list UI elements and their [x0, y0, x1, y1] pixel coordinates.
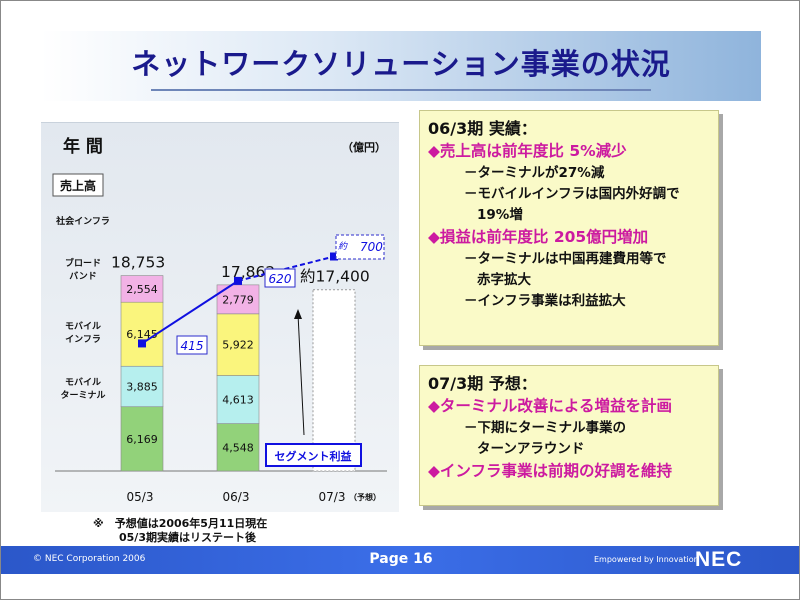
sales-label: 売上高: [60, 178, 96, 193]
forecast-heading: 07/3期 予想：: [428, 374, 537, 393]
bar-segment: [216, 313, 260, 376]
results-point-profit: ◆損益は前年度比 205億円増加: [428, 228, 649, 246]
sales-label-box: [52, 173, 104, 197]
segment-value-label: 4,548: [222, 441, 254, 454]
copyright: © NEC Corporation 2006: [33, 554, 146, 564]
results-sub-item: 19%増: [477, 207, 523, 223]
footer-bar: © NEC Corporation 2006 Page 16 Empowered…: [1, 546, 799, 574]
profit-marker: [234, 276, 242, 285]
page-title: ネットワークソリューション事業の状況: [131, 47, 671, 81]
segment-value-label: 6,169: [126, 433, 158, 446]
category-label: バンド: [69, 271, 96, 282]
page-number: Page 16: [369, 551, 433, 567]
profit-line: [141, 280, 239, 345]
results-box: 06/3期 実績： ◆売上高は前年度比 5%減少 －ターミナルが27%減 －モバ…: [419, 110, 719, 346]
forecast-sub-item: ターンアラウンド: [477, 441, 585, 457]
category-label: モバイル: [65, 377, 101, 388]
results-sub-item: －ターミナルが27%減: [464, 165, 605, 181]
nec-logo: NEC: [695, 548, 743, 571]
profit-marker: [138, 339, 146, 348]
profit-label-box: [176, 335, 208, 355]
callout-arrowhead: [294, 309, 302, 319]
total-label: 約17,400: [300, 268, 370, 286]
forecast-point-terminal: ◆ターミナル改善による増益を計画: [428, 397, 672, 415]
total-label: 17,862: [221, 263, 275, 281]
forecast-tag: （予想）: [349, 492, 381, 502]
bar-segment: [120, 365, 164, 408]
profit-value-label: 700: [360, 240, 383, 254]
profit-label-box: [264, 268, 296, 288]
bar-segment: [216, 423, 260, 472]
forecast-sub-item: －下期にターミナル事業の: [464, 420, 626, 436]
callout-line: [297, 313, 305, 436]
segment-value-label: 5,922: [222, 339, 254, 352]
tagline: Empowered by Innovation: [594, 555, 699, 564]
profit-prefix: 約: [338, 241, 348, 252]
results-point-sales: ◆売上高は前年度比 5%減少: [428, 142, 627, 160]
bar-segment: [120, 275, 164, 303]
category-label: インフラ: [65, 334, 101, 345]
profit-forecast-box: [335, 234, 385, 260]
category-label: モバイル: [65, 321, 101, 332]
x-tick-label: 06/3: [223, 490, 250, 504]
category-label: ターミナル: [60, 389, 105, 401]
title-underline: [151, 89, 651, 91]
results-sub-item: －ターミナルは中国再建費用等で: [464, 251, 667, 267]
footnote-line-1: ※ 予想値は2006年5月11日現在: [93, 517, 268, 530]
results-sub-item: 赤字拡大: [477, 272, 531, 288]
results-sub-item: －インフラ事業は利益拡大: [464, 293, 626, 309]
forecast-point-infra: ◆インフラ事業は前期の好調を維持: [428, 462, 672, 480]
segment-value-label: 6,145: [126, 328, 158, 341]
segment-value-label: 2,554: [126, 283, 158, 296]
category-label: ブロード: [65, 257, 101, 269]
footnote-line-2: 05/3期実績はリステート後: [119, 531, 256, 544]
chart-title: 年 間: [63, 136, 103, 157]
profit-value-label: 620: [269, 272, 292, 286]
forecast-box: 07/3期 予想： ◆ターミナル改善による増益を計画 －下期にターミナル事業の …: [419, 365, 719, 506]
total-label: 18,753: [111, 254, 165, 272]
profit-marker: [330, 252, 338, 261]
results-heading: 06/3期 実績：: [428, 119, 537, 138]
category-label: 社会インフラ: [55, 215, 110, 227]
unit-label: （億円）: [342, 140, 386, 154]
forecast-bar: [312, 289, 356, 472]
segment-profit-box: [265, 443, 362, 467]
results-sub-item: －モバイルインフラは国内外好調で: [464, 186, 680, 202]
x-tick-label: 05/3: [127, 490, 154, 504]
segment-value-label: 4,613: [222, 394, 254, 407]
chart-panel: 年 間 （億円） 6,169 3,885 6,145 2,554 4,548 4,613 5,9…: [41, 122, 399, 512]
bar-segment: [120, 406, 164, 472]
segment-value-label: 3,885: [126, 380, 158, 393]
x-tick-label: 07/3: [319, 490, 346, 504]
segment-value-label: 2,779: [222, 293, 254, 306]
profit-value-label: 415: [181, 339, 204, 353]
annual-sales-chart: 年 間 （億円） 6,169 3,885 6,145 2,554 4,548 4,613 5,9…: [52, 136, 387, 504]
segment-profit-label: セグメント利益: [275, 449, 352, 463]
bar-segment: [216, 375, 260, 424]
